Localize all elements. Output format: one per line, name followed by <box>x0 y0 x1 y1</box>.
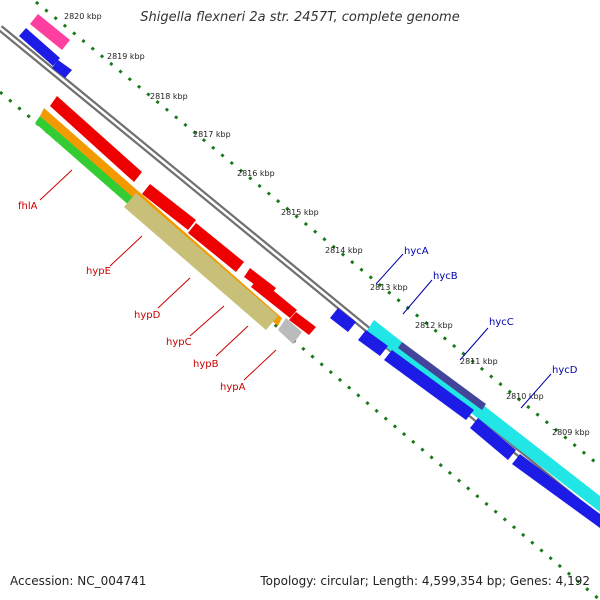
gene-label-hyca[interactable]: hycA <box>404 246 429 257</box>
tick-label: 2813 kbp <box>370 283 408 292</box>
leader-line <box>215 325 249 357</box>
tick-label: 2814 kbp <box>325 246 363 255</box>
leader-line <box>520 373 552 409</box>
gene-blue-7 <box>512 454 600 528</box>
gene-label-hycb[interactable]: hycB <box>433 271 458 282</box>
gene-red-2 <box>142 184 196 230</box>
gene-label-hypa[interactable]: hypA <box>220 382 246 393</box>
ruler-top <box>35 0 600 468</box>
leader-line <box>157 277 191 309</box>
accession-text: Accession: NC_004741 <box>10 574 147 588</box>
gene-blocks <box>19 14 600 528</box>
tick-label: 2819 kbp <box>107 52 145 61</box>
gene-olive <box>124 193 278 330</box>
gene-label-hycc[interactable]: hycC <box>489 317 514 328</box>
tick-label: 2816 kbp <box>237 169 275 178</box>
gene-red-3 <box>188 223 244 272</box>
tick-label: 2818 kbp <box>150 92 188 101</box>
gene-pink <box>30 14 70 50</box>
gene-red-5 <box>251 278 297 318</box>
tick-label: 2811 kbp <box>460 357 498 366</box>
gene-blue-6 <box>470 418 516 460</box>
tick-labels: 2820 kbp 2819 kbp 2818 kbp 2817 kbp 2816… <box>64 12 590 437</box>
gene-navy <box>398 342 486 410</box>
gene-blue-2 <box>52 60 72 78</box>
gene-blue-3 <box>330 308 356 332</box>
tick-label: 2812 kbp <box>415 321 453 330</box>
gene-label-fhla[interactable]: fhlA <box>18 201 38 212</box>
gene-cyan <box>366 320 600 512</box>
tick-label: 2817 kbp <box>193 130 231 139</box>
gene-label-hypc[interactable]: hypC <box>166 337 192 348</box>
gene-label-hype[interactable]: hypE <box>86 266 111 277</box>
gene-labels-right: hycA hycB hycC hycD <box>375 246 578 409</box>
gene-red-6 <box>289 312 316 335</box>
gene-label-hypd[interactable]: hypD <box>134 310 161 321</box>
tick-label: 2820 kbp <box>64 12 102 21</box>
genome-summary-text: Topology: circular; Length: 4,599,354 bp… <box>260 574 590 588</box>
gene-blue-1 <box>19 28 60 66</box>
gene-label-hypb[interactable]: hypB <box>193 359 219 370</box>
leader-line <box>375 253 404 285</box>
gene-label-hycd[interactable]: hycD <box>552 365 578 376</box>
gene-green <box>35 116 136 207</box>
gene-blue-4 <box>358 330 388 356</box>
tick-label: 2810 kbp <box>506 392 544 401</box>
tick-label: 2809 kbp <box>552 428 590 437</box>
leader-line <box>189 305 225 337</box>
tick-label: 2815 kbp <box>281 208 319 217</box>
gene-labels-left: fhlA hypE hypD hypC hypB hypA <box>18 169 277 393</box>
leader-line <box>459 327 489 361</box>
gene-red-1 <box>50 96 142 182</box>
leader-line <box>402 279 433 315</box>
leader-line <box>109 235 143 267</box>
leader-line <box>39 169 73 201</box>
gene-blue-5 <box>384 350 474 420</box>
gene-grey <box>278 318 302 344</box>
map-title: Shigella flexneri 2a str. 2457T, complet… <box>140 10 460 25</box>
leader-line <box>243 349 277 381</box>
